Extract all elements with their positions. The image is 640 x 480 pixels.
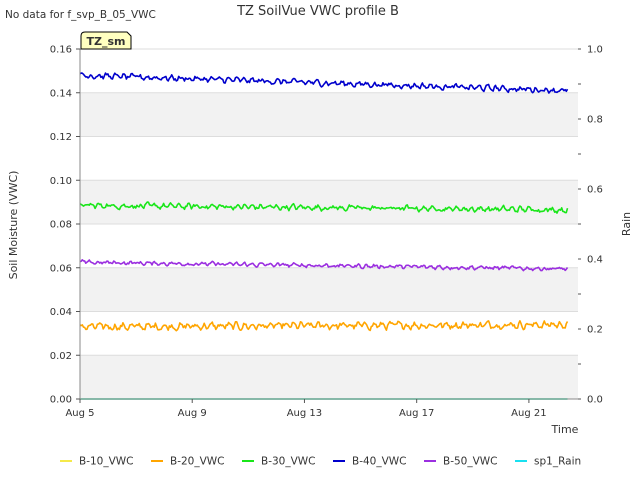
x-axis-label: Time [551, 423, 579, 436]
y-tick-label: 0.16 [50, 45, 72, 56]
y2-tick-label: 0.0 [587, 395, 603, 406]
plot-band [80, 311, 578, 356]
x-tick-label: Aug 5 [65, 408, 94, 419]
series-line-b-20-vwc [79, 319, 569, 332]
y2-tick-label: 0.2 [587, 325, 603, 336]
legend-entry: B-50_VWC [443, 456, 498, 468]
plot-band [80, 224, 578, 268]
site-badge-box [80, 31, 132, 50]
legend-entry: B-10_VWC [79, 456, 134, 468]
legend-entry: sp1_Rain [534, 456, 581, 468]
tick-labels: 0.00 0.02 0.04 0.06 0.08 0.10 0.12 0.14 0.16 0.0 0… [50, 45, 603, 420]
x-tick-label: Aug 21 [511, 408, 546, 419]
no-data-notice: No data for f_svp_B_05_VWC [5, 9, 156, 21]
legend: B-10_VWC B-20_VWC B-30_VWC B-40_VWC B-50_VWC… [60, 456, 581, 468]
y-tick-label: 0.08 [50, 220, 72, 231]
legend-entry: B-40_VWC [352, 456, 407, 468]
chart-title: TZ SoilVue VWC profile B [236, 4, 399, 19]
site-badge-label: TZ_sm [87, 35, 126, 48]
y-tick-label: 0.02 [50, 351, 72, 362]
y-tick-label: 0.14 [50, 88, 72, 99]
series-line-b-30-vwc [79, 201, 569, 214]
y2-tick-label: 0.6 [587, 185, 603, 196]
y2-tick-label: 0.4 [587, 255, 603, 266]
x-tick-label: Aug 13 [287, 408, 322, 419]
series-line-b-50-vwc [79, 258, 569, 272]
plot-band [80, 355, 578, 399]
y2-axis-label: Rain [620, 212, 633, 236]
y-tick-label: 0.12 [50, 132, 72, 143]
plot-band [80, 267, 578, 312]
plot-band [80, 180, 578, 224]
y2-tick-label: 1.0 [587, 45, 603, 56]
legend-entry: B-30_VWC [261, 456, 316, 468]
y-tick-label: 0.00 [50, 395, 72, 406]
site-badge: TZ_sm [80, 31, 132, 50]
series-line-b-40-vwc [79, 72, 569, 94]
y-tick-label: 0.10 [50, 176, 72, 187]
y-axis-label: Soil Moisture (VWC) [7, 171, 20, 280]
plot-band [80, 136, 578, 181]
y-tick-label: 0.06 [50, 263, 72, 274]
plot-band [80, 92, 578, 137]
y-tick-label: 0.04 [50, 307, 72, 318]
x-tick-label: Aug 9 [178, 408, 207, 419]
legend-entry: B-20_VWC [170, 456, 225, 468]
x-tick-label: Aug 17 [399, 408, 434, 419]
y2-tick-label: 0.8 [587, 115, 603, 126]
